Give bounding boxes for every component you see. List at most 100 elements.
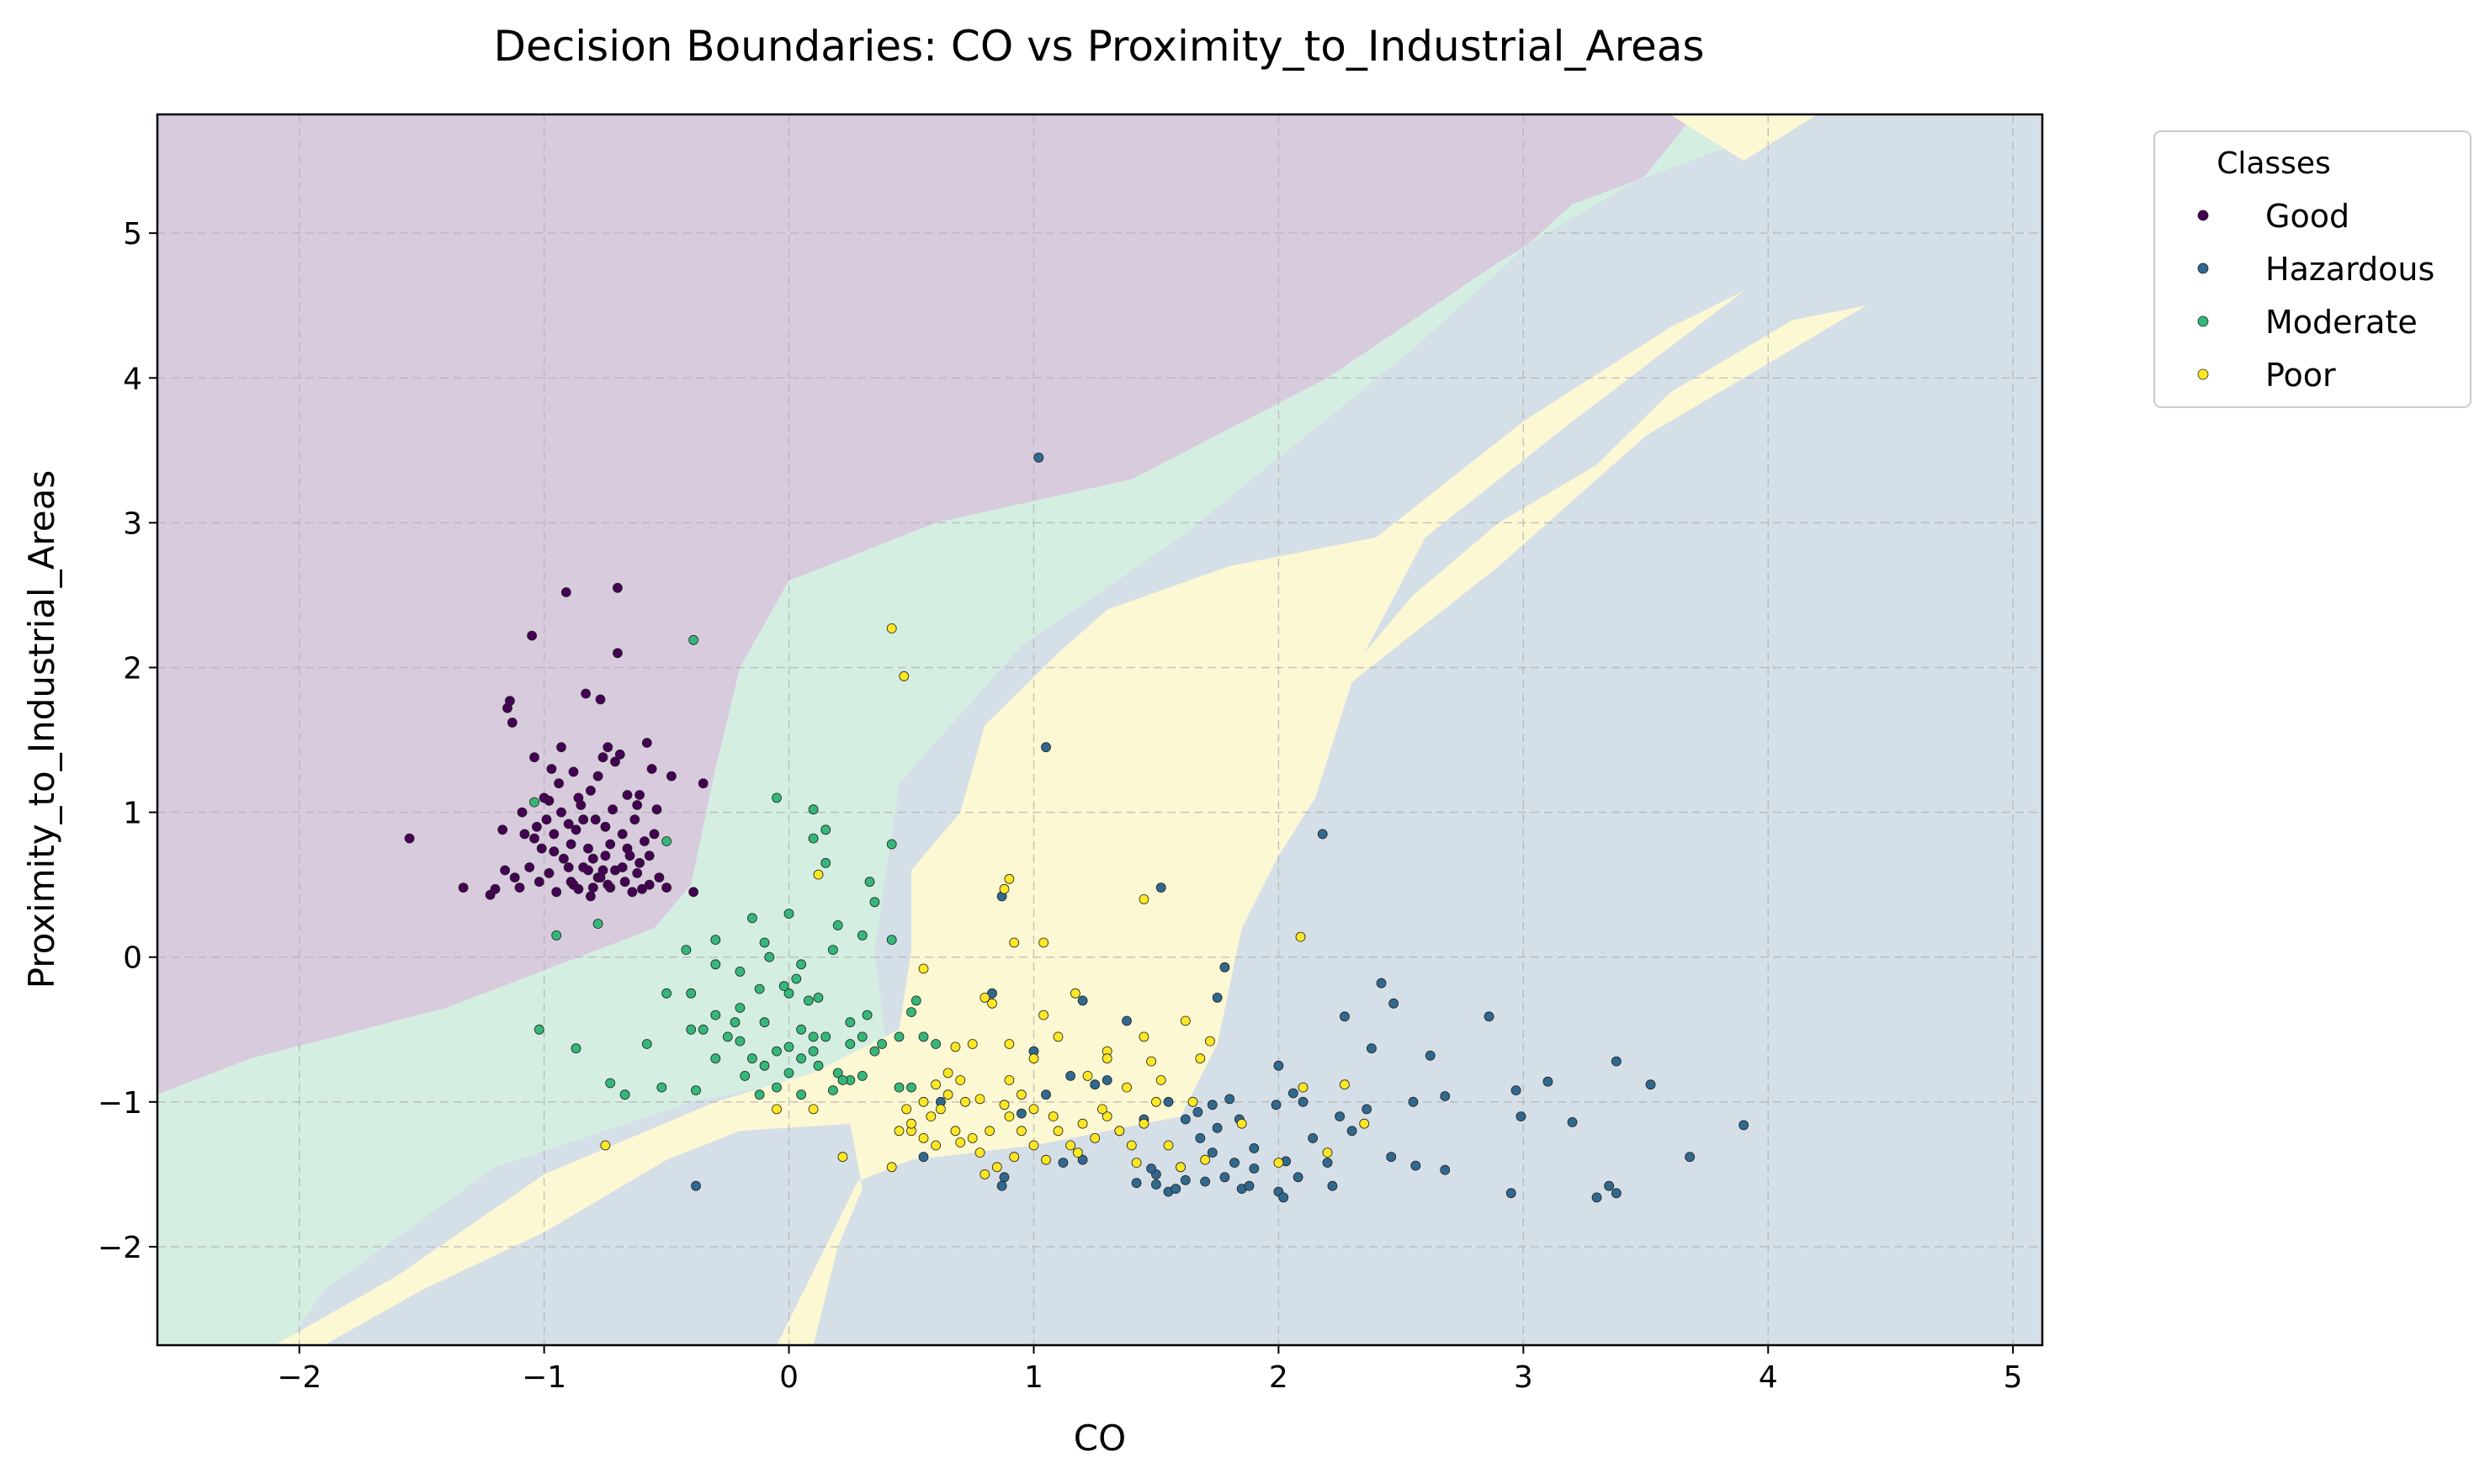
data-point: [1322, 1147, 1333, 1158]
data-point: [931, 1039, 941, 1049]
data-point: [1219, 1172, 1230, 1183]
data-point: [632, 800, 643, 810]
data-point: [1386, 1152, 1397, 1163]
data-point: [1200, 1176, 1210, 1187]
y-tick-label: 4: [123, 362, 142, 396]
data-point: [886, 1162, 897, 1173]
data-point: [1273, 1060, 1284, 1071]
data-point: [627, 887, 638, 898]
data-point: [1004, 873, 1015, 884]
y-axis-label: Proximity_to_Industrial_Areas: [21, 470, 62, 988]
data-point: [549, 846, 560, 856]
data-point: [1440, 1091, 1451, 1101]
data-point: [1028, 1053, 1039, 1064]
data-point: [559, 853, 569, 864]
data-point: [796, 959, 806, 970]
data-point: [1028, 1140, 1039, 1151]
data-point: [710, 935, 721, 945]
data-point: [906, 1007, 916, 1017]
data-point: [622, 843, 633, 854]
data-point: [857, 1071, 868, 1081]
data-point: [987, 998, 997, 1009]
data-point: [1163, 1140, 1174, 1151]
data-point: [740, 1071, 751, 1081]
data-point: [619, 877, 630, 888]
data-point: [747, 1053, 757, 1064]
data-point: [587, 882, 598, 893]
data-point: [783, 1041, 794, 1052]
data-point: [614, 749, 625, 760]
data-point: [820, 824, 831, 835]
data-point: [813, 993, 824, 1003]
data-point: [1287, 1088, 1298, 1099]
data-point: [759, 937, 770, 948]
data-point: [1739, 1120, 1749, 1131]
legend-label-poor: Poor: [2265, 357, 2336, 394]
data-point: [857, 930, 868, 941]
data-point: [1082, 1071, 1093, 1081]
data-point: [656, 1082, 667, 1093]
data-point: [837, 1075, 848, 1085]
data-point: [1273, 1158, 1284, 1168]
data-point: [661, 836, 672, 846]
data-point: [581, 688, 591, 699]
data-point: [573, 792, 584, 803]
data-point: [906, 1118, 916, 1129]
data-point: [1271, 1100, 1282, 1110]
data-point: [1114, 1126, 1125, 1137]
data-point: [1139, 1031, 1149, 1042]
data-point: [529, 752, 539, 763]
data-point: [1176, 1162, 1186, 1173]
data-point: [931, 1079, 941, 1090]
x-tick-label: 2: [1269, 1360, 1288, 1395]
data-point: [571, 1043, 581, 1054]
data-point: [1090, 1079, 1101, 1090]
data-point: [536, 843, 547, 854]
data-point: [778, 981, 789, 991]
decision-regions: [157, 114, 2042, 1345]
data-point: [735, 1036, 746, 1047]
data-point: [710, 1010, 721, 1020]
data-point: [1146, 1056, 1156, 1067]
data-point: [563, 819, 574, 829]
y-tick-label: 0: [123, 941, 142, 976]
data-point: [967, 1133, 978, 1143]
data-point: [936, 1104, 946, 1115]
legend-box: [2153, 130, 2471, 408]
data-point: [544, 795, 555, 806]
data-point: [586, 785, 596, 796]
data-point: [869, 897, 880, 908]
data-point: [568, 879, 579, 890]
legend-marker-moderate: [2197, 315, 2209, 327]
data-point: [1102, 1075, 1112, 1085]
series-hazardous: [691, 453, 1749, 1203]
data-point: [783, 988, 794, 999]
data-point: [832, 1068, 843, 1079]
data-point: [613, 648, 623, 659]
data-point: [1224, 1094, 1235, 1105]
data-point: [926, 1111, 937, 1121]
data-point: [1009, 937, 1020, 948]
data-point: [608, 804, 618, 815]
data-point: [563, 862, 574, 872]
data-point: [837, 1152, 848, 1163]
data-point: [1567, 1117, 1578, 1127]
data-point: [617, 829, 628, 840]
data-point: [583, 843, 593, 854]
legend: Classes Good Hazardous Moderate Poor: [2153, 130, 2471, 408]
data-point: [1604, 1180, 1614, 1191]
data-point: [1187, 1096, 1198, 1107]
data-point: [813, 1060, 824, 1071]
data-point: [796, 1024, 806, 1035]
data-point: [894, 1031, 905, 1042]
data-point: [554, 778, 564, 789]
data-point: [1359, 1118, 1370, 1129]
data-point: [1327, 1180, 1338, 1191]
data-point: [578, 814, 589, 825]
data-point: [1180, 1015, 1191, 1026]
data-point: [899, 670, 910, 681]
data-point: [1376, 978, 1387, 988]
data-point: [722, 1031, 733, 1042]
data-point: [1195, 1133, 1206, 1143]
data-point: [534, 877, 544, 888]
